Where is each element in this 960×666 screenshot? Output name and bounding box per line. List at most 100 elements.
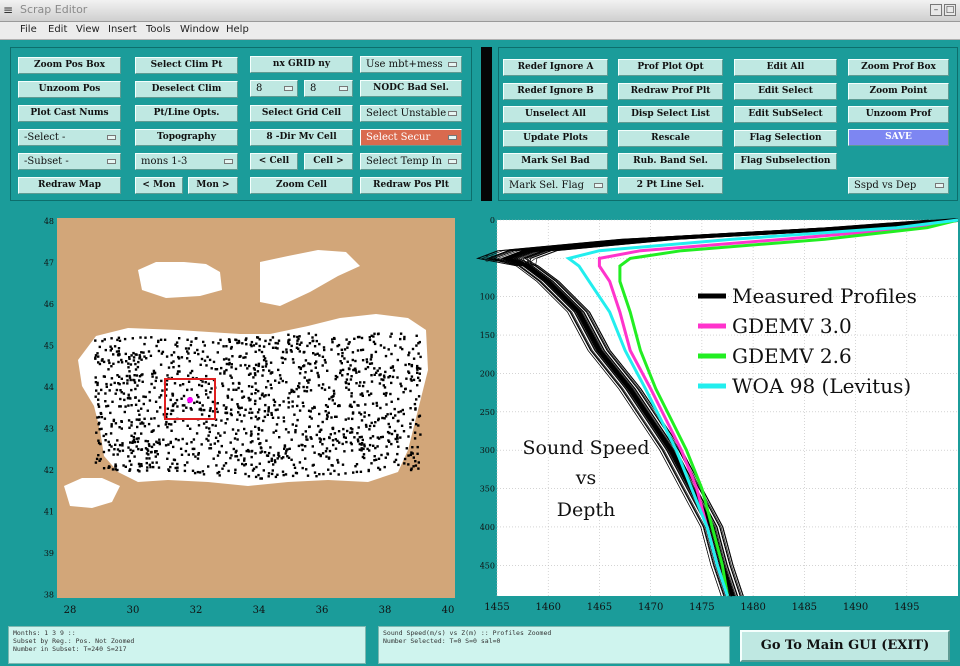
nodc-bad-sel-button[interactable]: NODC Bad Sel.	[360, 80, 462, 97]
cast-dot	[149, 451, 153, 454]
select-dropdown[interactable]: -Select -	[18, 129, 121, 146]
data-source-dropdown-value: Use mbt+mess	[366, 59, 443, 70]
select-secur-dropdown[interactable]: Select Secur	[360, 129, 462, 146]
cast-dot	[390, 432, 394, 436]
cast-dot	[260, 393, 264, 397]
go-to-main-gui-button[interactable]: Go To Main GUI (EXIT)	[740, 630, 950, 662]
redraw-pos-plt-button[interactable]: Redraw Pos Plt	[360, 177, 462, 194]
menu-icon[interactable]: ≡	[3, 3, 14, 17]
cast-dot	[140, 421, 144, 424]
redef-ignore-b-button[interactable]: Redef Ignore B	[503, 83, 608, 100]
menu-insert[interactable]: Insert	[108, 24, 137, 35]
sound-speed-profile-plot[interactable]: 1455 1460 1465 1470 1475 1480 1485 1490 1495 0 50…	[476, 210, 960, 622]
menu-tools[interactable]: Tools	[146, 24, 171, 35]
cast-dot	[274, 408, 277, 412]
plot-type-dropdown[interactable]: Sspd vs Dep	[848, 177, 949, 194]
cast-dot	[258, 348, 261, 352]
cast-dot	[282, 456, 285, 459]
dir-mv-cell-button[interactable]: 8 -Dir Mv Cell	[250, 129, 353, 146]
cast-dot	[354, 359, 357, 363]
cast-dot	[128, 356, 131, 359]
cast-dot	[315, 433, 318, 437]
menu-file[interactable]: File	[20, 24, 37, 35]
menu-window[interactable]: Window	[180, 24, 220, 35]
prof-plot-opt-button[interactable]: Prof Plot Opt	[618, 59, 723, 76]
edit-all-button[interactable]: Edit All	[734, 59, 837, 76]
cast-position-map[interactable]: 28 30 32 34 36 38 40 48 47 46 45 44 43 42 41 39 38	[8, 210, 464, 622]
cast-dot	[123, 398, 126, 402]
cast-dot	[138, 355, 142, 359]
menu-edit[interactable]: Edit	[48, 24, 68, 35]
zoom-prof-box-button[interactable]: Zoom Prof Box	[848, 59, 949, 76]
select-temp-dropdown[interactable]: Select Temp In	[360, 153, 462, 170]
minimize-icon[interactable]: –	[930, 4, 942, 16]
plot-y-tick: 350	[480, 485, 495, 494]
cast-dot	[327, 456, 331, 459]
deselect-clim-button[interactable]: Deselect Clim	[135, 81, 238, 98]
cast-dot	[178, 370, 181, 373]
save-button[interactable]: SAVE	[848, 129, 949, 146]
cast-dot	[201, 350, 205, 353]
prev-month-button[interactable]: < Mon	[135, 177, 183, 194]
mark-sel-bad-button[interactable]: Mark Sel Bad	[503, 153, 608, 170]
cast-dot	[301, 433, 304, 436]
data-source-dropdown[interactable]: Use mbt+mess	[360, 56, 462, 73]
cast-dot	[388, 425, 391, 429]
topography-button[interactable]: Topography	[135, 129, 238, 146]
edit-subselect-button[interactable]: Edit SubSelect	[734, 106, 837, 123]
cast-dot	[388, 440, 391, 443]
maximize-icon[interactable]: □	[944, 4, 956, 16]
edit-select-button[interactable]: Edit Select	[734, 83, 837, 100]
cast-dot	[245, 337, 248, 340]
cast-dot	[231, 428, 235, 431]
cast-dot	[130, 424, 133, 427]
menu-view[interactable]: View	[76, 24, 100, 35]
select-unstable-dropdown[interactable]: Select Unstable	[360, 105, 462, 122]
cast-dot	[412, 357, 416, 360]
cast-dot	[132, 438, 136, 441]
cast-dot	[209, 443, 212, 446]
next-cell-button[interactable]: Cell >	[304, 153, 353, 170]
rub-band-sel-button[interactable]: Rub. Band Sel.	[618, 153, 723, 170]
zoom-cell-button[interactable]: Zoom Cell	[250, 177, 353, 194]
cast-dot	[313, 451, 316, 454]
next-month-button[interactable]: Mon >	[188, 177, 238, 194]
prev-cell-button[interactable]: < Cell	[250, 153, 298, 170]
subset-dropdown[interactable]: -Subset -	[18, 153, 121, 170]
cast-dot	[219, 434, 222, 437]
cast-dot	[304, 430, 307, 433]
update-plots-button[interactable]: Update Plots	[503, 130, 608, 147]
disp-select-list-button[interactable]: Disp Select List	[618, 106, 723, 123]
mark-sel-flag-dropdown[interactable]: Mark Sel. Flag	[503, 177, 608, 194]
two-pt-line-sel-button[interactable]: 2 Pt Line Sel.	[618, 177, 723, 194]
ny-dropdown-value: 8	[310, 83, 317, 94]
select-grid-cell-button[interactable]: Select Grid Cell	[250, 105, 353, 122]
rescale-button[interactable]: Rescale	[618, 130, 723, 147]
plot-cast-nums-button[interactable]: Plot Cast Nums	[18, 105, 121, 122]
zoom-point-button[interactable]: Zoom Point	[848, 83, 949, 100]
cast-dot	[417, 342, 420, 345]
unselect-all-button[interactable]: Unselect All	[503, 106, 608, 123]
flag-selection-button[interactable]: Flag Selection	[734, 130, 837, 147]
months-dropdown[interactable]: mons 1-3	[135, 153, 238, 170]
zoom-pos-box-button[interactable]: Zoom Pos Box	[18, 57, 121, 74]
nx-dropdown[interactable]: 8	[250, 80, 298, 97]
redraw-prof-plt-button[interactable]: Redraw Prof Plt	[618, 83, 723, 100]
redef-ignore-a-button[interactable]: Redef Ignore A	[503, 59, 608, 76]
redraw-map-button[interactable]: Redraw Map	[18, 177, 121, 194]
flag-subselection-button[interactable]: Flag Subselection	[734, 153, 837, 170]
cast-dot	[281, 361, 284, 364]
ny-dropdown[interactable]: 8	[304, 80, 353, 97]
menu-help[interactable]: Help	[226, 24, 249, 35]
cast-dot	[138, 418, 141, 421]
cast-dot	[381, 435, 384, 439]
cast-dot	[417, 395, 421, 398]
cast-dot	[217, 432, 220, 435]
select-clim-pt-button[interactable]: Select Clim Pt	[135, 57, 238, 74]
unzoom-prof-button[interactable]: Unzoom Prof	[848, 106, 949, 123]
cast-dot	[338, 441, 341, 444]
status-line: Sound Speed(m/s) vs Z(m) :: Profiles Zoo…	[383, 629, 552, 637]
cast-dot	[108, 361, 111, 365]
unzoom-pos-button[interactable]: Unzoom Pos	[18, 81, 121, 98]
ptline-opts-button[interactable]: Pt/Line Opts.	[135, 105, 238, 122]
